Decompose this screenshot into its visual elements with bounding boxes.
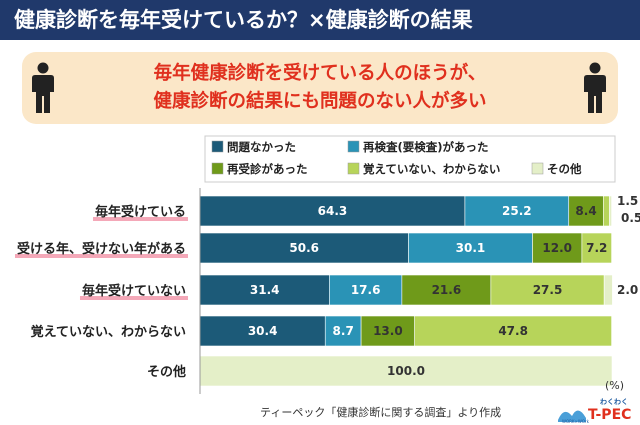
category-label: 毎年受けている [95,204,186,220]
category-label: 覚えていない、わからない [30,324,186,340]
chart-category-labels: 毎年受けている受ける年、受けない年がある毎年受けていない覚えていない、わからない… [14,204,188,380]
data-label: 17.6 [351,283,381,297]
bar-segment [581,232,612,264]
legend-box [204,135,616,183]
data-label: 27.5 [533,283,563,297]
legend-swatch [347,162,360,175]
bar-segment [414,315,612,347]
category-underline [14,254,188,258]
bar-segment [199,232,409,264]
bar-segment [199,274,330,306]
data-label: 0.5 [621,211,640,225]
bar-segment [401,274,492,306]
category-label: 受ける年、受けない年がある [17,241,186,257]
category-label: その他 [147,364,186,380]
bar-segment [360,315,415,347]
person-icon-left [32,62,54,113]
legend-label: 再受診があった [227,162,308,176]
category-underline [92,217,188,221]
data-label: 50.6 [289,241,319,255]
data-label: 21.6 [432,283,462,297]
source-note: ティーペック「健康診断に関する調査」より作成 [260,406,502,419]
legend-swatch [531,162,544,175]
headline-text: 毎年健康診断を受けている人のほうが、 健康診断の結果にも問題のない人が多い [82,60,558,116]
logo-sub-text: WORK×WOrk [562,419,590,424]
category-underline [79,296,188,300]
legend-swatch [211,162,224,175]
headline-banner: 毎年健康診断を受けている人のほうが、 健康診断の結果にも問題のない人が多い [22,52,618,124]
page-title: 健康診断を毎年受けているか？×健康診断の結果 [0,0,640,40]
data-label: 13.0 [373,324,403,338]
data-label: 2.0 [617,283,638,297]
legend-swatch [211,140,224,153]
bar-segment [464,195,570,227]
logo-main-text: T-PEC [588,407,631,423]
legend-label: その他 [547,162,582,176]
bar-segment [329,274,403,306]
legend-swatch [347,140,360,153]
data-label: 8.7 [333,324,354,338]
data-label: 31.4 [250,283,280,297]
data-label: 47.8 [498,324,528,338]
data-label: 64.3 [318,204,348,218]
legend-label: 問題なかった [227,140,296,154]
data-label: 1.5 [617,194,638,208]
category-label: 毎年受けていない [82,283,186,299]
legend-label: 覚えていない、わからない [363,162,500,176]
data-label: 30.4 [248,324,278,338]
headline-line-2: 健康診断の結果にも問題のない人が多い [153,91,487,112]
legend-label: 再検査(要検査)があった [363,140,489,154]
data-label: 12.0 [542,241,572,255]
company-logo: わくわく T-PEC WORK×WOrk [558,398,631,424]
bar-segment [324,315,362,347]
unit-label: (%) [605,379,624,392]
chart-bars: 64.3 25.2 8.4 1.5 0.5 50.6 30.1 12.0 7.2 31.4 17.6… [199,188,640,394]
logo-top-text: わくわく [600,398,628,406]
bar-segment [199,355,613,387]
bar-segment [532,232,583,264]
bar-segment [199,195,466,227]
data-label: 100.0 [387,364,425,378]
data-label: 30.1 [456,241,486,255]
bar-segment [568,195,604,227]
person-icon-right [584,62,606,113]
data-label: 8.4 [575,204,596,218]
bar-segment [603,274,613,306]
bar-segment [609,195,612,227]
logo-wave-icon [558,410,586,422]
bar-segment [603,195,610,227]
bar-segment [408,232,533,264]
data-label: 25.2 [502,204,532,218]
headline-line-1: 毎年健康診断を受けている人のほうが、 [153,63,487,84]
data-label: 7.2 [586,241,607,255]
